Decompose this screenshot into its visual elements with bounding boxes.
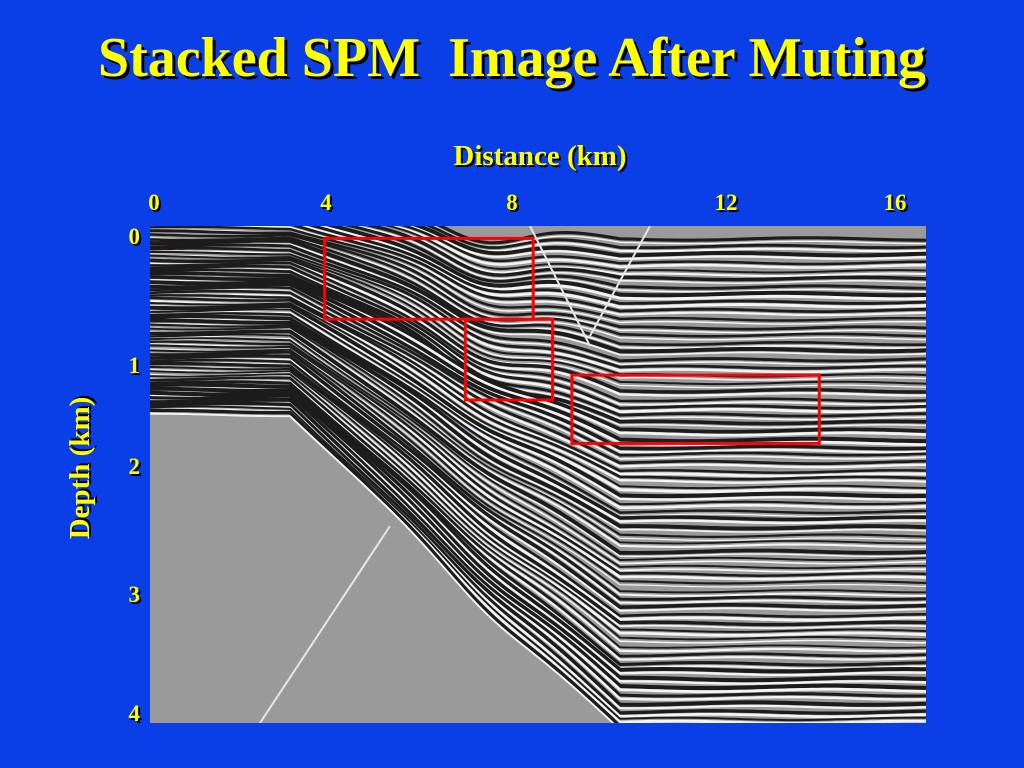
reflector-dark (150, 344, 926, 585)
reflector-dark (150, 312, 926, 515)
reflector-dark (150, 365, 926, 633)
reflector-dark (150, 275, 926, 434)
reflector-dark (150, 296, 926, 481)
seismic-image (150, 226, 926, 723)
reflector-dark (150, 314, 926, 522)
reflector-dark (150, 303, 926, 499)
reflector-light (150, 369, 926, 637)
reflector-dark (150, 390, 926, 691)
reflector-dark (426, 226, 926, 250)
reflector-dark (150, 361, 926, 627)
reflector-light (150, 226, 926, 309)
x-tick-label: 0 (148, 190, 160, 215)
reflector-dark (150, 380, 926, 667)
reflector-dark (400, 226, 926, 266)
reflector-dark (150, 373, 926, 649)
slide-title: Stacked SPM Image After Muting (98, 27, 926, 89)
x-axis-title: Distance (km) (453, 140, 627, 172)
y-tick-label: 2 (128, 454, 141, 479)
reflector-dark (150, 348, 926, 594)
fault-line (259, 525, 391, 723)
reflector-dark (150, 279, 926, 444)
reflector-dark (150, 340, 926, 577)
y-tick-label: 0 (128, 224, 141, 249)
fault-line (589, 226, 651, 337)
reflector-dark (150, 397, 926, 707)
reflector-dark (150, 318, 926, 531)
reflector-dark (150, 350, 926, 601)
x-tick-label: 12 (714, 190, 738, 215)
reflector-light (150, 226, 926, 317)
x-tick-label: 4 (320, 190, 332, 215)
reflector-light (150, 293, 926, 469)
reflector-dark (150, 289, 926, 465)
highlight-boxes (323, 236, 821, 445)
highlight-box (570, 373, 821, 445)
reflector-dark (150, 264, 926, 410)
reflector-dark (413, 226, 926, 258)
reflector-dark (384, 226, 926, 274)
x-tick-label: 16 (883, 190, 907, 215)
reflector-dark (150, 294, 926, 474)
reflector-dark (150, 382, 926, 674)
reflector-light (385, 226, 926, 269)
y-axis-title: Depth (km) (64, 396, 96, 540)
reflector-dark (150, 282, 926, 451)
reflector-dark (150, 376, 926, 658)
reflector-dark (150, 261, 926, 403)
reflector-dark (150, 408, 620, 723)
reflector-light (352, 226, 926, 284)
reflector-dark (150, 370, 926, 641)
reflector-dark (150, 394, 926, 698)
reflector-dark (325, 226, 926, 298)
reflector-light (150, 337, 926, 565)
reflector-dark (150, 405, 926, 722)
seismic-reflectors (150, 226, 926, 723)
reflector-dark (150, 326, 926, 545)
fault-line (529, 226, 591, 347)
reflector-dark (150, 308, 926, 506)
reflector-light (418, 226, 926, 253)
reflector-dark (150, 254, 926, 386)
reflector-dark (308, 226, 926, 305)
y-tick-label: 4 (128, 701, 141, 726)
highlight-box (323, 236, 535, 321)
seismic-image-panel (150, 226, 926, 723)
highlight-box (463, 317, 555, 402)
reflector-dark (150, 323, 926, 538)
reflector-dark (150, 386, 926, 683)
reflector-dark (150, 333, 926, 562)
reflector-dark (344, 226, 926, 290)
reflector-dark (150, 226, 926, 322)
reflector-dark (150, 353, 926, 610)
reflector-dark (150, 358, 926, 619)
reflector-dark (150, 286, 926, 457)
reflector-dark (150, 229, 926, 331)
reflector-dark (150, 238, 926, 354)
reflector-dark (150, 268, 926, 418)
reflector-dark (150, 246, 926, 370)
reflector-light (313, 226, 926, 301)
x-tick-label: 8 (506, 190, 518, 215)
reflector-dark (291, 226, 926, 314)
reflector-dark (150, 243, 926, 363)
reflector-dark (150, 257, 926, 394)
reflector-dark (150, 329, 926, 555)
reflector-light (150, 358, 926, 612)
reflector-dark (150, 337, 926, 570)
reflector-light (367, 226, 926, 278)
reflector-dark (437, 226, 926, 245)
reflector-dark (150, 401, 926, 715)
y-tick-label: 1 (128, 353, 141, 378)
reflector-light (404, 226, 926, 261)
reflector-dark (150, 301, 926, 490)
reflector-dark (150, 236, 926, 347)
y-tick-label: 3 (128, 582, 141, 607)
reflector-light (150, 412, 615, 723)
reflector-dark (364, 226, 926, 282)
